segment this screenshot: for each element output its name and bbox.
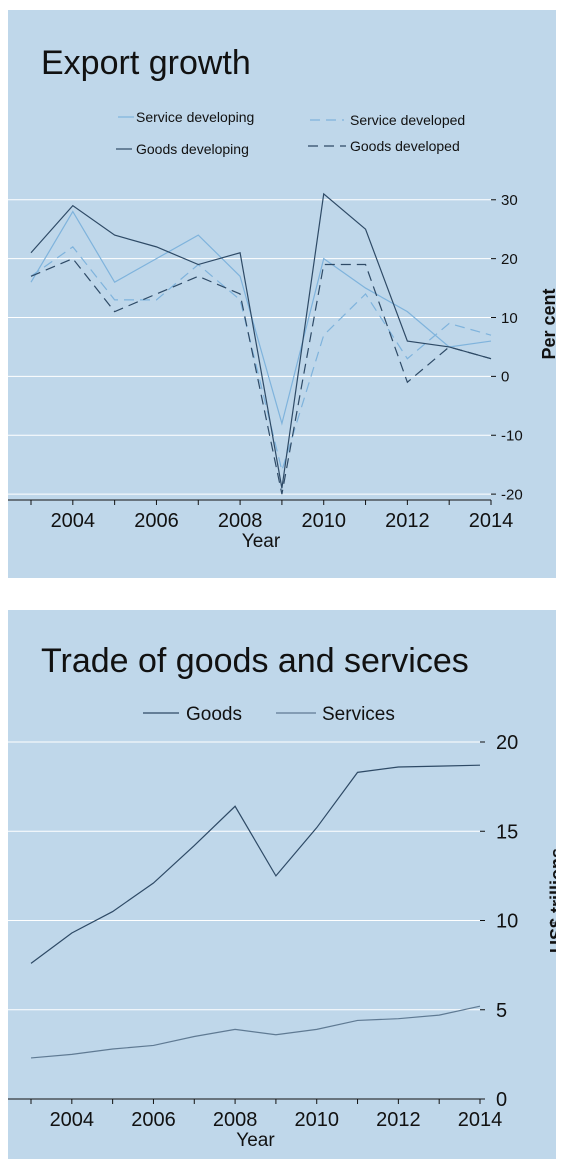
x-tick-label: 2010 (301, 510, 346, 532)
y-tick-label: 0 (496, 1089, 507, 1111)
x-tick-label: 2012 (376, 1109, 421, 1131)
series-line (30, 192, 492, 489)
x-tick-label: 2006 (134, 510, 179, 532)
legend-label: Service developing (136, 109, 254, 125)
legend-label: Services (322, 704, 395, 725)
y-tick-label: 10 (501, 310, 518, 327)
x-tick-label: 2008 (213, 1109, 258, 1131)
x-tick-label: 2006 (131, 1109, 176, 1131)
chart-title: Trade of goods and services (41, 642, 469, 680)
legend-label: Goods (186, 704, 242, 725)
y-tick-label: 15 (496, 821, 518, 843)
x-tick-label: 2010 (294, 1109, 339, 1131)
series-line (30, 764, 481, 964)
x-tick-label: 2014 (469, 510, 514, 532)
x-axis-title: Year (242, 531, 281, 552)
legend-label: Service developed (350, 112, 465, 128)
chart-title: Export growth (41, 44, 251, 82)
series-line (30, 246, 492, 473)
x-axis-title: Year (236, 1130, 275, 1151)
y-tick-label: 5 (496, 1000, 507, 1022)
y-tick-label: 0 (501, 369, 509, 386)
legend-label: Goods developing (136, 141, 249, 157)
export-growth-panel: Export growth 30 20 10 0 -10 -20 2004 2006 2008 2… (8, 10, 556, 578)
x-tick-label: 2004 (51, 510, 96, 532)
y-tick-label: 20 (496, 732, 518, 754)
legend-label: Goods developed (350, 138, 460, 154)
series-line (30, 257, 492, 495)
y-tick-label: 20 (501, 251, 518, 268)
y-axis-title: US$ trillions (547, 848, 556, 953)
series-line (30, 1005, 481, 1059)
y-tick-label: -10 (501, 427, 523, 444)
x-tick-label: 2004 (50, 1109, 95, 1131)
x-tick-label: 2014 (458, 1109, 503, 1131)
y-tick-label: -20 (501, 486, 523, 503)
series-line (30, 210, 492, 426)
x-tick-label: 2012 (385, 510, 430, 532)
trade-chart: 20 15 10 5 0 2004 2006 2008 2010 2012 2014 Year US$ … (8, 704, 556, 1151)
trade-panel: Trade of goods and services 20 15 10 5 0 2004… (8, 610, 556, 1159)
x-tick-label: 2008 (218, 510, 263, 532)
y-axis-title: Per cent (539, 288, 556, 359)
y-tick-label: 10 (496, 911, 518, 933)
y-tick-label: 30 (501, 192, 518, 209)
